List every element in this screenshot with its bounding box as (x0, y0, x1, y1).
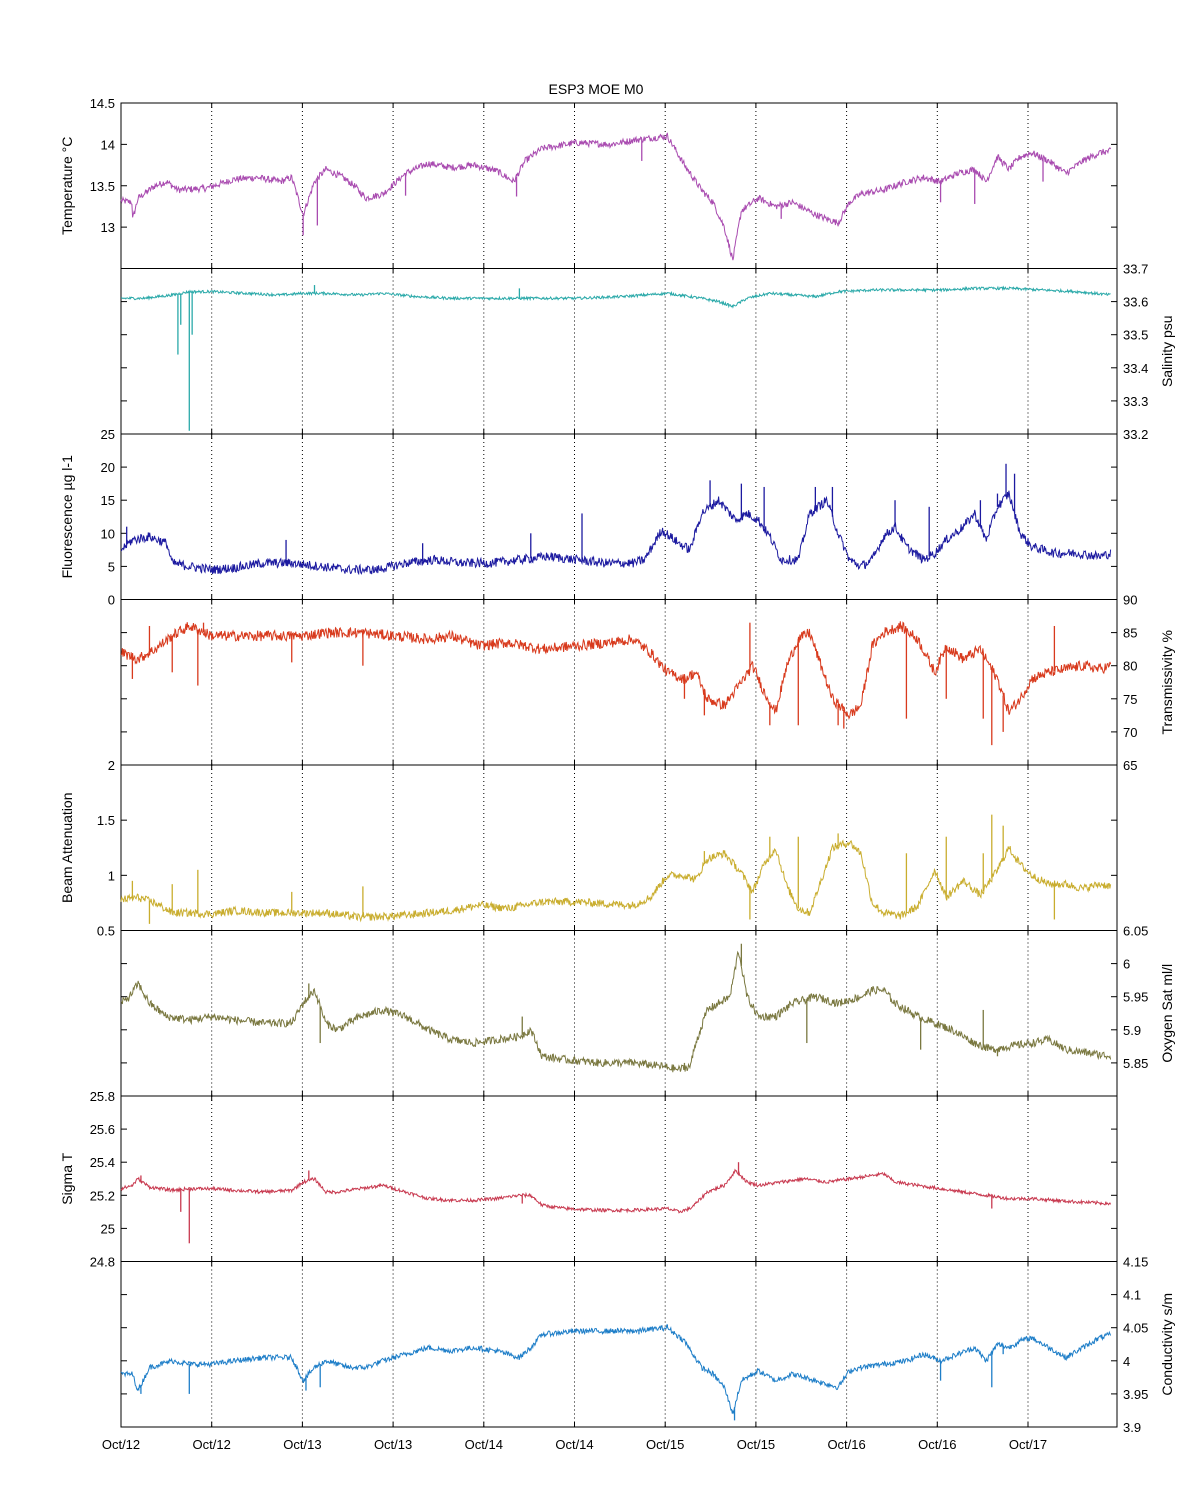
y-tick-label: 3.95 (1123, 1387, 1148, 1402)
panel-frame (120, 433, 1118, 600)
series-line-beam_attenuation (120, 839, 1112, 923)
x-tick-label: Oct/13 (283, 1437, 321, 1452)
y-axis-label-beam_attenuation: Beam Attenuation (59, 792, 75, 903)
y-tick-label: 15 (101, 493, 115, 508)
panel-frame (120, 268, 1118, 435)
y-tick-label: 10 (101, 526, 115, 541)
panel-conductivity: 3.9 3.95 4 4.05 4.1 4.15 Conductivity s/m (120, 1255, 1175, 1435)
panel-frame (120, 1261, 1118, 1428)
y-tick-label: 5 (108, 559, 115, 574)
panel-frame (120, 599, 1118, 766)
x-tick-label: Oct/16 (827, 1437, 865, 1452)
x-tick-label: Oct/16 (918, 1437, 956, 1452)
y-tick-label: 1 (108, 868, 115, 883)
x-tick-label: Oct/12 (102, 1437, 140, 1452)
x-tick-label: Oct/15 (646, 1437, 684, 1452)
y-tick-label: 2 (108, 758, 115, 773)
y-tick-label: 0 (108, 593, 115, 608)
y-tick-label: 4 (1123, 1354, 1130, 1369)
y-tick-label: 6.05 (1123, 924, 1148, 939)
y-tick-label: 65 (1123, 758, 1137, 773)
y-tick-label: 33.2 (1123, 427, 1148, 442)
y-tick-label: 25 (101, 1221, 115, 1236)
y-tick-label: 70 (1123, 725, 1137, 740)
y-tick-label: 75 (1123, 692, 1137, 707)
y-tick-label: 33.4 (1123, 361, 1148, 376)
series-line-sigma_t (120, 1168, 1112, 1214)
panel-frame (120, 1095, 1118, 1262)
y-tick-label: 4.1 (1123, 1288, 1141, 1303)
y-tick-label: 25.6 (90, 1122, 115, 1137)
y-tick-label: 5.85 (1123, 1056, 1148, 1071)
series-line-transmissivity (120, 621, 1112, 721)
y-axis-label-oxygen_sat: Oxygen Sat ml/l (1159, 964, 1175, 1063)
y-tick-label: 13.5 (90, 179, 115, 194)
y-tick-label: 6 (1123, 957, 1130, 972)
panel-transmissivity: 65 70 75 80 85 90 Transmissivity % (120, 593, 1175, 773)
panel-frame (120, 930, 1118, 1097)
series-line-fluorescence (120, 490, 1112, 576)
y-tick-label: 85 (1123, 626, 1137, 641)
series-line-oxygen_sat (120, 950, 1112, 1073)
series-line-conductivity (120, 1324, 1112, 1415)
y-tick-label: 14 (101, 137, 115, 152)
y-tick-label: 25.4 (90, 1155, 115, 1170)
y-tick-label: 25.2 (90, 1188, 115, 1203)
x-tick-label: Oct/13 (374, 1437, 412, 1452)
y-tick-label: 33.5 (1123, 328, 1148, 343)
x-axis: Oct/12 Oct/12 Oct/13 Oct/13 Oct/14 Oct/14 Oct/… (102, 1437, 1047, 1452)
x-tick-label: Oct/17 (1009, 1437, 1047, 1452)
y-axis-label-transmissivity: Transmissivity % (1159, 630, 1175, 735)
y-tick-label: 4.05 (1123, 1321, 1148, 1336)
panel-temperature: 13 13.5 14 14.5 Temperature °C (59, 96, 1118, 269)
panel-salinity: 33.2 33.3 33.4 33.5 33.6 33.7 Salinity psu (120, 262, 1175, 442)
panel-oxygen_sat: 5.85 5.9 5.95 6 6.05 Oxygen Sat ml/l (120, 924, 1175, 1097)
y-tick-label: 13 (101, 220, 115, 235)
y-tick-label: 25.8 (90, 1089, 115, 1104)
y-tick-label: 4.15 (1123, 1255, 1148, 1270)
series-line-temperature (120, 132, 1112, 261)
series-line-salinity (120, 285, 1111, 309)
y-tick-label: 20 (101, 460, 115, 475)
x-tick-label: Oct/14 (465, 1437, 503, 1452)
y-tick-label: 5.95 (1123, 990, 1148, 1005)
panel-beam_attenuation: 0.5 1 1.5 2 Beam Attenuation (59, 758, 1118, 939)
y-tick-label: 80 (1123, 659, 1137, 674)
y-tick-label: 33.6 (1123, 295, 1148, 310)
y-tick-label: 90 (1123, 593, 1137, 608)
y-tick-label: 24.8 (90, 1255, 115, 1270)
x-tick-label: Oct/14 (555, 1437, 593, 1452)
y-tick-label: 33.7 (1123, 262, 1148, 277)
y-tick-label: 3.9 (1123, 1420, 1141, 1435)
y-tick-label: 0.5 (97, 924, 115, 939)
x-tick-label: Oct/15 (737, 1437, 775, 1452)
y-tick-label: 25 (101, 427, 115, 442)
y-axis-label-fluorescence: Fluorescence µg l-1 (59, 455, 75, 578)
y-tick-label: 1.5 (97, 813, 115, 828)
y-tick-label: 14.5 (90, 96, 115, 111)
chart-title: ESP3 MOE M0 (549, 81, 644, 97)
y-axis-label-sigma_t: Sigma T (59, 1152, 75, 1204)
y-tick-label: 33.3 (1123, 394, 1148, 409)
x-tick-label: Oct/12 (193, 1437, 231, 1452)
y-axis-label-conductivity: Conductivity s/m (1159, 1293, 1175, 1396)
y-axis-label-temperature: Temperature °C (59, 137, 75, 235)
y-axis-label-salinity: Salinity psu (1159, 315, 1175, 387)
panel-frame (120, 102, 1118, 269)
panel-fluorescence: 0 5 10 15 20 25 Fluorescence µg l-1 (59, 427, 1118, 608)
panel-sigma_t: 24.8 25 25.2 25.4 25.6 25.8 Sigma T (59, 1089, 1118, 1270)
y-tick-label: 5.9 (1123, 1023, 1141, 1038)
